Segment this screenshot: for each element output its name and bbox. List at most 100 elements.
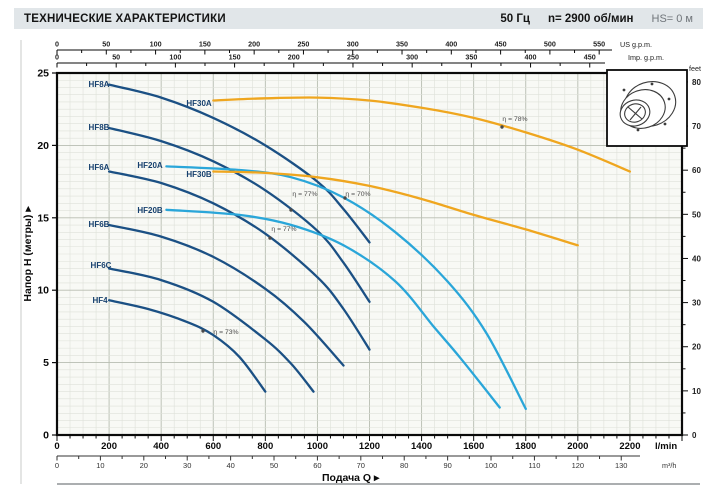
svg-text:15: 15 bbox=[37, 212, 49, 224]
plot-border bbox=[55, 71, 684, 437]
svg-text:Напор H (метры) ▸: Напор H (метры) ▸ bbox=[22, 206, 34, 302]
curve-hf30b bbox=[212, 170, 579, 247]
svg-text:30: 30 bbox=[692, 299, 701, 308]
pump-curves bbox=[107, 83, 632, 411]
curve-label-hf8b: HF8B bbox=[89, 123, 110, 132]
svg-text:300: 300 bbox=[406, 53, 418, 62]
svg-text:40: 40 bbox=[692, 254, 701, 263]
curve-label-hf6b: HF6B bbox=[89, 220, 110, 229]
curve-label-hf8a: HF8A bbox=[89, 80, 110, 89]
svg-text:0: 0 bbox=[55, 40, 59, 49]
svg-text:20: 20 bbox=[37, 140, 49, 152]
svg-text:250: 250 bbox=[347, 53, 359, 62]
svg-text:1200: 1200 bbox=[359, 441, 380, 452]
svg-text:100: 100 bbox=[169, 53, 181, 62]
svg-text:50: 50 bbox=[692, 210, 701, 219]
svg-text:10: 10 bbox=[96, 461, 104, 470]
svg-text:2200: 2200 bbox=[619, 441, 640, 452]
curve-label-hf30b: HF30B bbox=[186, 170, 212, 179]
svg-text:100: 100 bbox=[150, 40, 162, 49]
svg-text:5: 5 bbox=[43, 357, 49, 369]
svg-text:1800: 1800 bbox=[515, 441, 536, 452]
svg-text:20: 20 bbox=[140, 461, 148, 470]
svg-text:400: 400 bbox=[525, 53, 537, 62]
svg-text:550: 550 bbox=[593, 40, 605, 49]
svg-text:80: 80 bbox=[692, 78, 701, 87]
svg-text:20: 20 bbox=[692, 343, 701, 352]
svg-text:l/min: l/min bbox=[655, 441, 677, 452]
svg-text:150: 150 bbox=[229, 53, 241, 62]
svg-text:50: 50 bbox=[270, 461, 278, 470]
svg-text:feet: feet bbox=[689, 64, 701, 73]
axis-head-m: 0 5 10 15 20 25 Напор H (метры) ▸ bbox=[22, 68, 56, 442]
svg-text:0: 0 bbox=[54, 441, 59, 452]
svg-text:350: 350 bbox=[396, 40, 408, 49]
axis-usgpm: 0 50 100 150 200 250 300 350 400 450 500 550 US g.p.… bbox=[55, 40, 652, 55]
efficiency-dot bbox=[268, 236, 272, 240]
svg-text:1000: 1000 bbox=[307, 441, 328, 452]
svg-text:10: 10 bbox=[692, 387, 701, 396]
x-axis-title: Подача Q ▸ bbox=[322, 472, 380, 484]
svg-text:40: 40 bbox=[226, 461, 234, 470]
svg-text:400: 400 bbox=[153, 441, 169, 452]
svg-text:Подача Q ▸: Подача Q ▸ bbox=[322, 472, 380, 484]
curve-label-hf20b: HF20B bbox=[137, 206, 163, 215]
axis-impgpm: 0 50 100 150 200 250 300 350 400 450 Imp. g.p.m. bbox=[55, 53, 664, 68]
svg-text:800: 800 bbox=[257, 441, 273, 452]
header-bar: ТЕХНИЧЕСКИЕ ХАРАКТЕРИСТИКИ 50 Гц n= 2900… bbox=[14, 8, 703, 29]
svg-text:60: 60 bbox=[692, 166, 701, 175]
svg-text:120: 120 bbox=[572, 461, 585, 470]
efficiency-label: η = 77% bbox=[292, 191, 317, 198]
axis-m3h: 0 10 20 30 40 50 60 70 80 90 100 110 120 130 m³/h bbox=[55, 455, 676, 470]
svg-text:m³/h: m³/h bbox=[662, 461, 676, 470]
svg-text:300: 300 bbox=[347, 40, 359, 49]
svg-text:200: 200 bbox=[288, 53, 300, 62]
axis-lmin: 0 200 400 600 800 1000 1200 1400 1600 1800 2000 220… bbox=[54, 436, 683, 452]
curve-hf8a bbox=[107, 83, 371, 244]
svg-text:150: 150 bbox=[199, 40, 211, 49]
svg-text:0: 0 bbox=[55, 53, 59, 62]
efficiency-label: η = 70% bbox=[345, 191, 370, 198]
curve-label-hf30a: HF30A bbox=[186, 99, 212, 108]
svg-text:0: 0 bbox=[55, 461, 59, 470]
curve-label-hf4: HF4 bbox=[92, 296, 108, 305]
svg-text:200: 200 bbox=[248, 40, 260, 49]
curve-label-hf6c: HF6C bbox=[91, 261, 112, 270]
svg-text:130: 130 bbox=[615, 461, 628, 470]
curve-hf20b bbox=[165, 208, 501, 409]
header-specs: 50 Гц n= 2900 об/мин HS= 0 м bbox=[500, 13, 693, 25]
efficiency-dot bbox=[343, 196, 347, 200]
svg-text:70: 70 bbox=[357, 461, 365, 470]
curve-label-hf6a: HF6A bbox=[89, 163, 110, 172]
curve-hf6b bbox=[107, 223, 345, 367]
curve-hf20a bbox=[165, 165, 527, 411]
efficiency-label: η = 78% bbox=[502, 116, 527, 123]
svg-text:50: 50 bbox=[102, 40, 110, 49]
efficiency-dot bbox=[201, 329, 205, 333]
svg-text:1400: 1400 bbox=[411, 441, 432, 452]
plot-grid bbox=[57, 73, 682, 435]
svg-text:10: 10 bbox=[37, 285, 49, 297]
header-suction-head: HS= 0 м bbox=[651, 12, 694, 25]
pump-illustration bbox=[606, 69, 688, 147]
svg-text:70: 70 bbox=[692, 122, 701, 131]
pump-icon bbox=[619, 81, 677, 132]
svg-text:100: 100 bbox=[485, 461, 498, 470]
svg-text:400: 400 bbox=[445, 40, 457, 49]
curve-hf6c bbox=[107, 267, 315, 393]
svg-text:US g.p.m.: US g.p.m. bbox=[620, 40, 652, 49]
svg-text:450: 450 bbox=[584, 53, 596, 62]
svg-text:600: 600 bbox=[205, 441, 221, 452]
curve-hf6a bbox=[107, 170, 371, 351]
svg-text:1600: 1600 bbox=[463, 441, 484, 452]
svg-text:30: 30 bbox=[183, 461, 191, 470]
svg-text:0: 0 bbox=[43, 430, 49, 442]
header-title: ТЕХНИЧЕСКИЕ ХАРАКТЕРИСТИКИ bbox=[24, 12, 226, 25]
svg-text:200: 200 bbox=[101, 441, 117, 452]
svg-text:Imp. g.p.m.: Imp. g.p.m. bbox=[628, 53, 664, 62]
efficiency-label: η = 77% bbox=[271, 226, 296, 233]
curve-labels: HF8A HF8B HF6A HF6B HF6C HF4 HF20A HF20B HF30A HF… bbox=[89, 80, 212, 305]
svg-text:500: 500 bbox=[544, 40, 556, 49]
